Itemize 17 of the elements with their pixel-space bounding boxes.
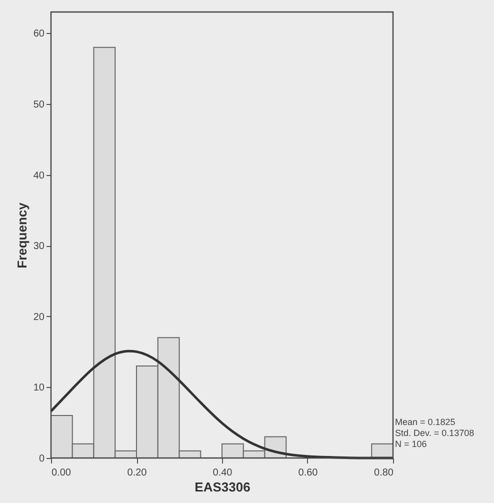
x-tick-label: 0.80 [374,468,394,478]
x-tick-label: 0.00 [52,468,72,478]
y-tick-label: 30 [33,241,45,252]
y-tick-label: 60 [33,28,45,40]
x-axis-title: EAS3306 [194,480,250,494]
x-tick-label: 0.20 [127,468,148,478]
y-axis-title: Frequency [14,202,30,268]
text: N = 106 [395,439,427,449]
text: Mean = 0.1825 [395,417,456,427]
x-tick-label: 0.40 [212,468,233,478]
y-tick-label: 20 [33,312,45,323]
y-tick-label: 10 [33,382,45,394]
y-tick-label: 40 [33,170,45,182]
x-tick-label: 0.60 [298,468,318,478]
y-tick-label: 0 [38,454,45,464]
text: Std. Dev. = 0.13708 [395,428,474,438]
y-tick-label: 50 [33,100,45,111]
